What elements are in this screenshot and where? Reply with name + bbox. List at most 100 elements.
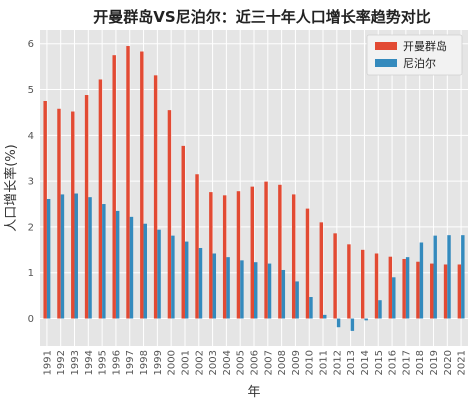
x-tick-label: 2002 [194, 350, 205, 375]
bar-cayman-1995 [98, 79, 103, 319]
bar-nepal-2003 [212, 253, 217, 319]
x-tick-label: 2007 [263, 350, 274, 375]
bar-nepal-2006 [254, 262, 258, 319]
x-tick-label: 2015 [374, 350, 385, 375]
bar-nepal-2010 [309, 297, 313, 319]
x-tick-label: 1995 [98, 350, 109, 375]
x-tick-label: 2013 [346, 350, 357, 375]
y-tick-label: 3 [28, 177, 34, 188]
bar-nepal-1998 [143, 223, 147, 319]
x-tick-label: 1999 [153, 350, 164, 375]
x-tick-label: 2014 [360, 350, 371, 375]
y-tick-label: 4 [28, 131, 34, 142]
bar-nepal-1992 [60, 194, 65, 319]
bar-cayman-2003 [209, 192, 213, 319]
bar-cayman-2005 [236, 191, 241, 319]
bar-nepal-1991 [46, 198, 51, 319]
x-tick-label: 1994 [84, 350, 95, 375]
bar-nepal-1997 [129, 216, 134, 319]
bar-cayman-2009 [291, 194, 296, 319]
x-tick-label: 2011 [319, 350, 330, 375]
bar-nepal-2014 [364, 318, 368, 321]
bar-nepal-2004 [226, 257, 230, 319]
x-tick-label: 2008 [277, 350, 288, 375]
bar-cayman-2012 [333, 233, 337, 319]
bar-cayman-2000 [167, 110, 172, 319]
bar-cayman-2015 [374, 253, 379, 319]
bar-cayman-1998 [140, 51, 144, 319]
x-axis-label: 年 [247, 385, 260, 400]
bar-nepal-1993 [74, 193, 78, 319]
bar-nepal-2009 [295, 281, 299, 319]
x-tick-label: 2009 [291, 350, 302, 375]
bar-cayman-2016 [388, 256, 393, 319]
y-tick-label: 5 [28, 85, 34, 96]
x-tick-label: 2016 [388, 350, 399, 375]
bar-cayman-2011 [319, 222, 324, 319]
bar-cayman-1997 [126, 46, 130, 319]
bar-cayman-1999 [153, 75, 158, 319]
y-axis-label: 人口增长率(%) [3, 144, 19, 232]
bar-cayman-2004 [222, 195, 227, 319]
x-tick-label: 1993 [70, 350, 81, 375]
bar-cayman-1993 [71, 111, 75, 319]
bar-cayman-2013 [347, 244, 351, 319]
bar-cayman-2002 [195, 174, 199, 319]
bar-cayman-2017 [402, 258, 406, 319]
x-tick-label: 2019 [429, 350, 440, 375]
bar-nepal-2007 [267, 263, 272, 319]
y-tick-label: 0 [28, 314, 34, 325]
bar-nepal-2008 [281, 269, 286, 319]
x-tick-label: 2004 [222, 350, 233, 375]
x-tick-label: 1997 [125, 350, 136, 375]
x-tick-label: 1992 [56, 350, 67, 375]
bar-cayman-2019 [430, 263, 434, 319]
bar-cayman-2014 [361, 249, 365, 319]
bar-nepal-2002 [198, 247, 203, 319]
bar-cayman-1992 [57, 108, 61, 319]
bar-nepal-2005 [240, 260, 244, 319]
bar-nepal-1999 [157, 229, 161, 319]
bar-nepal-2020 [447, 235, 451, 319]
legend-swatch-cayman [375, 42, 397, 50]
bar-cayman-2018 [416, 261, 420, 319]
legend: 开曼群岛 尼泊尔 [366, 34, 463, 76]
bar-cayman-2021 [457, 264, 462, 319]
x-tick-label: 2010 [305, 350, 316, 375]
x-tick-label: 1998 [139, 350, 150, 375]
bar-cayman-1991 [43, 100, 47, 319]
bar-nepal-2018 [419, 242, 424, 319]
bar-nepal-2019 [433, 235, 437, 319]
bar-nepal-2011 [323, 314, 327, 319]
bar-nepal-2000 [171, 235, 175, 319]
y-tick-label: 2 [28, 222, 34, 233]
chart-title: 开曼群岛VS尼泊尔：近三十年人口增长率趋势对比 [93, 8, 430, 26]
bar-cayman-1996 [112, 55, 116, 319]
bar-nepal-2021 [461, 235, 465, 319]
legend-label-nepal: 尼泊尔 [403, 57, 436, 70]
bar-nepal-2013 [350, 318, 355, 331]
x-tick-label: 2021 [457, 350, 468, 375]
bars [43, 46, 465, 331]
bar-cayman-2007 [264, 181, 268, 319]
bar-cayman-2010 [305, 208, 310, 319]
x-tick-label: 2005 [236, 350, 247, 375]
x-tick-label: 2001 [180, 350, 191, 375]
y-tick-labels: 0 1 2 3 4 5 6 [28, 39, 34, 325]
x-tick-label: 2003 [208, 350, 219, 375]
bar-cayman-1994 [84, 95, 89, 319]
bar-nepal-1996 [115, 210, 120, 319]
bar-nepal-2015 [378, 300, 382, 319]
x-tick-label: 2006 [250, 350, 261, 375]
x-tick-label: 2017 [401, 350, 412, 375]
bar-cayman-2020 [443, 264, 448, 319]
bar-nepal-2017 [405, 257, 410, 319]
x-tick-labels: 1991 1992 1993 1994 1995 1996 1997 1998 1999 2000… [42, 350, 467, 375]
bar-nepal-2012 [336, 318, 341, 328]
bar-nepal-2001 [184, 241, 189, 319]
bar-cayman-2008 [278, 184, 282, 319]
bar-cayman-2001 [181, 145, 185, 319]
legend-swatch-nepal [375, 59, 397, 67]
bar-nepal-1994 [88, 197, 92, 319]
